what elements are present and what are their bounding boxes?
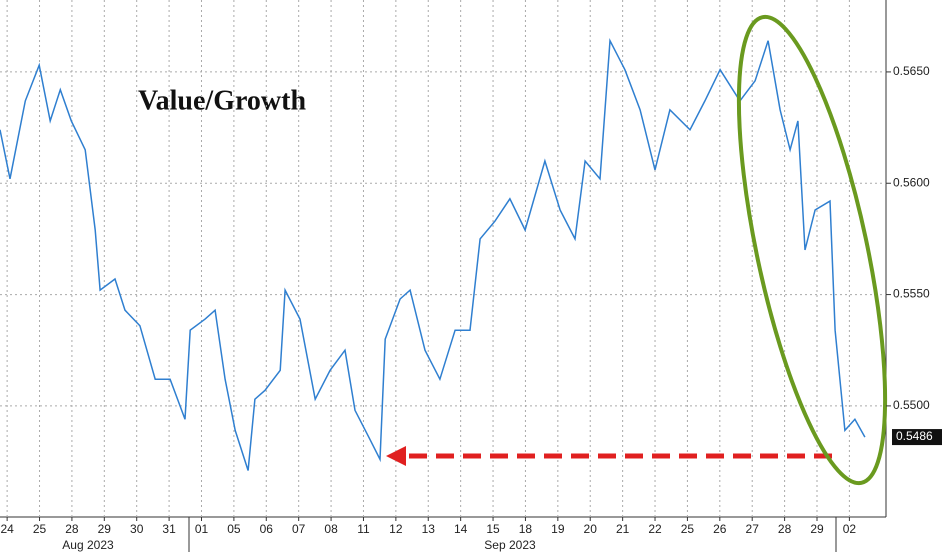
highlight-ellipse <box>736 14 888 486</box>
x-tick-label: 24 <box>0 522 14 536</box>
x-tick-label: 31 <box>162 522 176 536</box>
x-tick-label: 11 <box>357 522 370 536</box>
x-tick-label: 28 <box>65 522 79 536</box>
x-tick-label: 21 <box>616 522 630 536</box>
x-tick-label: 27 <box>746 522 760 536</box>
y-tick-label: 0.5600 <box>893 175 930 189</box>
month-label: Sep 2023 <box>484 538 536 552</box>
x-tick-label: 14 <box>454 522 468 536</box>
x-tick-label: 07 <box>292 522 306 536</box>
y-tick-label: 0.5500 <box>893 398 930 412</box>
x-tick-label: 20 <box>584 522 598 536</box>
x-tick-label: 08 <box>324 522 338 536</box>
x-tick-label: 25 <box>681 522 695 536</box>
y-tick-label: 0.5550 <box>893 287 930 301</box>
x-tick-label: 02 <box>843 522 857 536</box>
x-tick-label: 01 <box>195 522 209 536</box>
x-tick-label: 06 <box>260 522 274 536</box>
x-tick-label: 12 <box>389 522 403 536</box>
x-tick-label: 26 <box>713 522 727 536</box>
x-tick-label: 25 <box>33 522 47 536</box>
x-tick-label: 29 <box>810 522 824 536</box>
x-tick-label: 30 <box>130 522 144 536</box>
series-line <box>0 37 866 471</box>
x-tick-label: 19 <box>551 522 565 536</box>
last-value-box <box>892 429 942 446</box>
x-tick-label: 15 <box>486 522 500 536</box>
x-tick-label: 28 <box>778 522 792 536</box>
x-tick-label: 18 <box>519 522 533 536</box>
month-label: Aug 2023 <box>62 538 114 552</box>
x-tick-label: 05 <box>227 522 241 536</box>
x-tick-label: 29 <box>98 522 112 536</box>
chart-title: Value/Growth <box>138 85 306 116</box>
y-tick-label: 0.5650 <box>893 64 930 78</box>
arrow-head <box>386 446 406 466</box>
plot <box>0 0 886 517</box>
x-tick-label: 22 <box>648 522 662 536</box>
last-value-label: 0.5486 <box>896 429 933 443</box>
x-tick-label: 13 <box>422 522 436 536</box>
